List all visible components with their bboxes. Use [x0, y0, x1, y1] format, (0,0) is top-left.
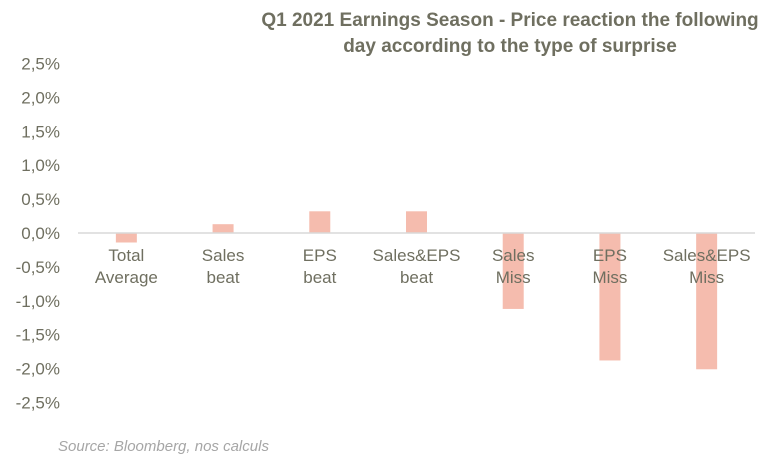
bar [212, 224, 234, 233]
x-tick-label: Sales [492, 246, 535, 265]
y-tick-label: -1,5% [16, 326, 60, 345]
y-tick-label: 0,0% [21, 224, 60, 243]
y-tick-label: -2,5% [16, 394, 60, 413]
y-tick-label: -0,5% [16, 258, 60, 277]
y-tick-label: 1,0% [21, 156, 60, 175]
bar [599, 233, 621, 361]
x-tick-label: Average [95, 268, 158, 287]
x-tick-label: Sales [202, 246, 245, 265]
y-tick-label: -1,0% [16, 292, 60, 311]
bar [502, 233, 524, 309]
title-line-2: day according to the type of surprise [343, 36, 677, 57]
y-tick-label: 0,5% [21, 190, 60, 209]
x-tick-label: Sales&EPS [663, 246, 751, 265]
bar [115, 233, 137, 243]
x-tick-label: Total [108, 246, 144, 265]
x-tick-label: Miss [689, 268, 724, 287]
bar [309, 211, 331, 233]
bar [696, 233, 718, 370]
x-tick-label: beat [303, 268, 336, 287]
y-tick-label: -2,0% [16, 360, 60, 379]
source-note: Source: Bloomberg, nos calculs [58, 438, 269, 455]
x-tick-label: EPS [303, 246, 337, 265]
y-tick-label: 2,0% [21, 88, 60, 107]
x-tick-label: Miss [592, 268, 627, 287]
y-tick-label: 2,5% [21, 55, 60, 74]
bar [406, 211, 427, 233]
y-tick-label: 1,5% [21, 122, 60, 141]
x-tick-label: EPS [593, 246, 627, 265]
x-tick-label: beat [207, 268, 240, 287]
title-line-1: Q1 2021 Earnings Season - Price reaction… [261, 10, 759, 31]
x-tick-label: Miss [496, 268, 531, 287]
x-tick-label: Sales&EPS [373, 246, 461, 265]
x-tick-label: beat [400, 268, 433, 287]
chart-title: Q1 2021 Earnings Season - Price reaction… [230, 8, 780, 60]
